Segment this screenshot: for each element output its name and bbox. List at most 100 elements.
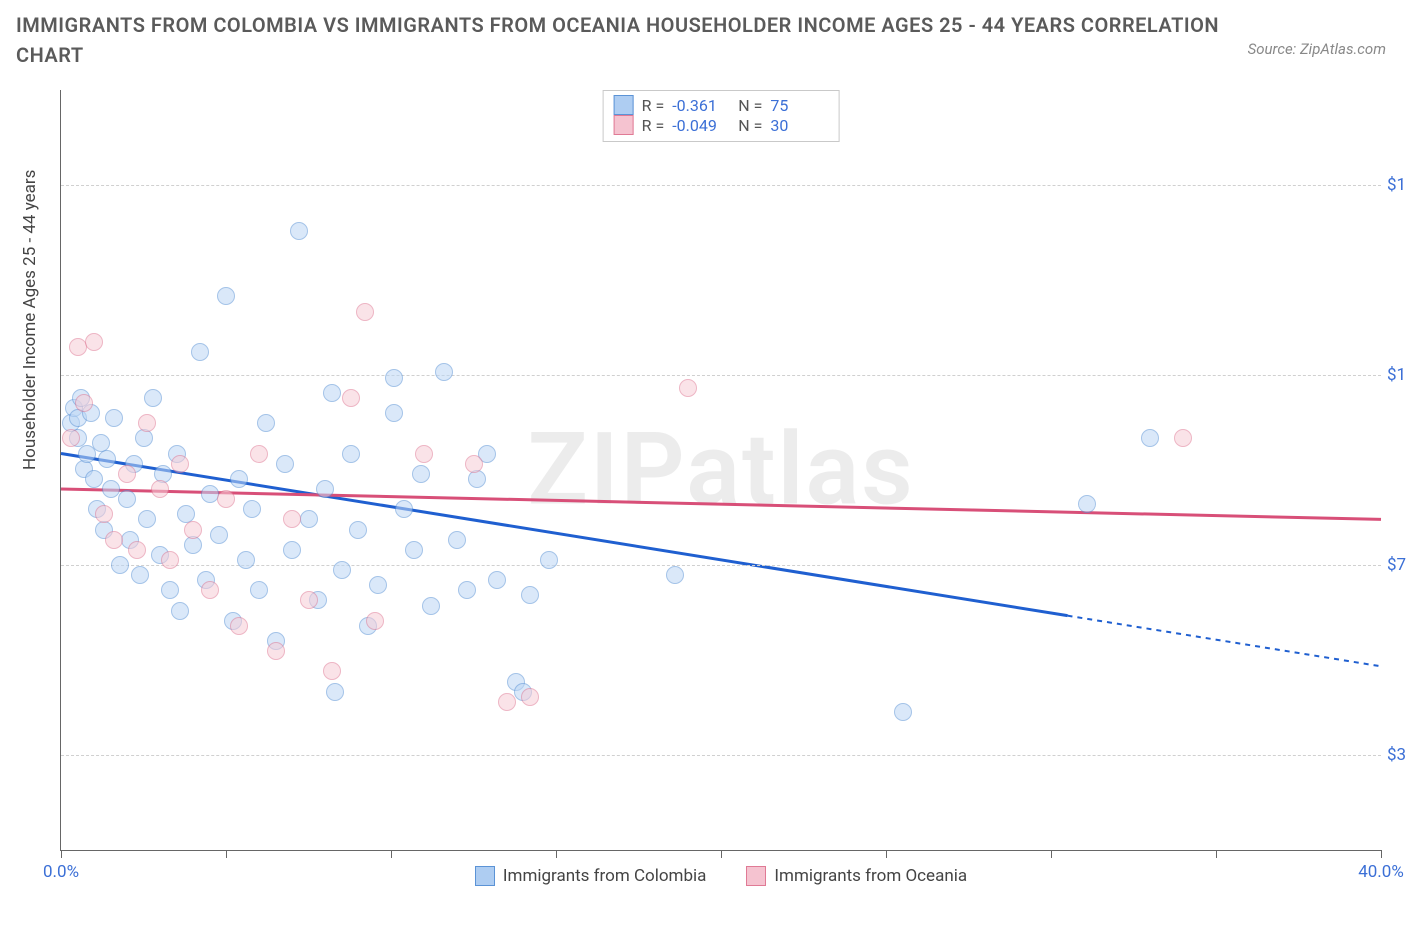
data-point-oceania (300, 591, 318, 609)
data-point-oceania (498, 693, 516, 711)
trend-lines (61, 90, 1381, 850)
gridline (61, 375, 1381, 376)
data-point-colombia (448, 531, 466, 549)
x-tick (391, 850, 392, 858)
data-point-colombia (230, 470, 248, 488)
data-point-oceania (151, 480, 169, 498)
data-point-colombia (135, 429, 153, 447)
x-tick (556, 850, 557, 858)
data-point-colombia (191, 343, 209, 361)
chart-title: IMMIGRANTS FROM COLOMBIA VS IMMIGRANTS F… (16, 10, 1286, 70)
data-point-oceania (465, 455, 483, 473)
r-value-colombia: -0.361 (672, 96, 730, 115)
data-point-colombia (349, 521, 367, 539)
data-point-colombia (171, 602, 189, 620)
data-point-colombia (102, 480, 120, 498)
data-point-colombia (316, 480, 334, 498)
data-point-colombia (237, 551, 255, 569)
data-point-oceania (95, 505, 113, 523)
legend-label-colombia: Immigrants from Colombia (503, 866, 707, 886)
legend-item-colombia: Immigrants from Colombia (475, 866, 707, 886)
data-point-colombia (894, 703, 912, 721)
data-point-oceania (283, 510, 301, 528)
data-point-oceania (250, 445, 268, 463)
data-point-colombia (468, 470, 486, 488)
n-value-oceania: 30 (770, 116, 828, 135)
data-point-oceania (161, 551, 179, 569)
data-point-colombia (283, 541, 301, 559)
x-tick (1381, 850, 1382, 858)
trendline-ext-colombia (1068, 616, 1382, 667)
data-point-colombia (257, 414, 275, 432)
data-point-colombia (161, 581, 179, 599)
y-tick-label: $37,500 (1387, 745, 1406, 765)
data-point-oceania (69, 338, 87, 356)
data-point-oceania (62, 429, 80, 447)
data-point-colombia (323, 384, 341, 402)
data-point-oceania (230, 617, 248, 635)
gridline (61, 755, 1381, 756)
data-point-oceania (267, 642, 285, 660)
data-point-oceania (105, 531, 123, 549)
data-point-colombia (666, 566, 684, 584)
swatch-oceania (746, 866, 766, 886)
n-label: N = (738, 96, 762, 115)
data-point-colombia (201, 485, 219, 503)
data-point-colombia (521, 586, 539, 604)
r-label: R = (642, 116, 665, 135)
n-label: N = (738, 116, 762, 135)
data-point-colombia (326, 683, 344, 701)
data-point-colombia (395, 500, 413, 518)
data-point-oceania (1174, 429, 1192, 447)
data-point-colombia (488, 571, 506, 589)
y-tick-label: $112,500 (1387, 365, 1406, 385)
y-tick-label: $150,000 (1387, 175, 1406, 195)
swatch-colombia (614, 95, 634, 115)
series-legend: Immigrants from Colombia Immigrants from… (61, 866, 1381, 886)
data-point-oceania (521, 688, 539, 706)
data-point-colombia (131, 566, 149, 584)
x-tick (61, 850, 62, 858)
data-point-colombia (422, 597, 440, 615)
data-point-colombia (85, 470, 103, 488)
x-tick (1051, 850, 1052, 858)
n-value-colombia: 75 (770, 96, 828, 115)
data-point-colombia (105, 409, 123, 427)
data-point-colombia (458, 581, 476, 599)
data-point-colombia (276, 455, 294, 473)
data-point-oceania (342, 389, 360, 407)
y-tick-label: $75,000 (1387, 555, 1406, 575)
plot-area: ZIPatlas R = -0.361 N = 75 R = -0.049 N … (60, 90, 1381, 851)
data-point-colombia (412, 465, 430, 483)
data-point-colombia (210, 526, 228, 544)
data-point-oceania (85, 333, 103, 351)
x-tick (886, 850, 887, 858)
data-point-colombia (385, 404, 403, 422)
data-point-colombia (405, 541, 423, 559)
data-point-colombia (385, 369, 403, 387)
data-point-oceania (201, 581, 219, 599)
data-point-colombia (540, 551, 558, 569)
data-point-colombia (1078, 495, 1096, 513)
data-point-colombia (1141, 429, 1159, 447)
data-point-oceania (415, 445, 433, 463)
data-point-colombia (144, 389, 162, 407)
data-point-colombia (435, 363, 453, 381)
legend-row-oceania: R = -0.049 N = 30 (614, 115, 829, 135)
data-point-colombia (217, 287, 235, 305)
data-point-colombia (342, 445, 360, 463)
data-point-oceania (75, 394, 93, 412)
data-point-oceania (356, 303, 374, 321)
data-point-oceania (217, 490, 235, 508)
gridline (61, 565, 1381, 566)
data-point-oceania (118, 465, 136, 483)
r-label: R = (642, 96, 665, 115)
data-point-colombia (98, 450, 116, 468)
gridline (61, 185, 1381, 186)
legend-label-oceania: Immigrants from Oceania (774, 866, 967, 886)
source-label: Source: ZipAtlas.com (1248, 40, 1386, 58)
data-point-oceania (138, 414, 156, 432)
data-point-colombia (250, 581, 268, 599)
data-point-colombia (290, 222, 308, 240)
data-point-oceania (323, 662, 341, 680)
